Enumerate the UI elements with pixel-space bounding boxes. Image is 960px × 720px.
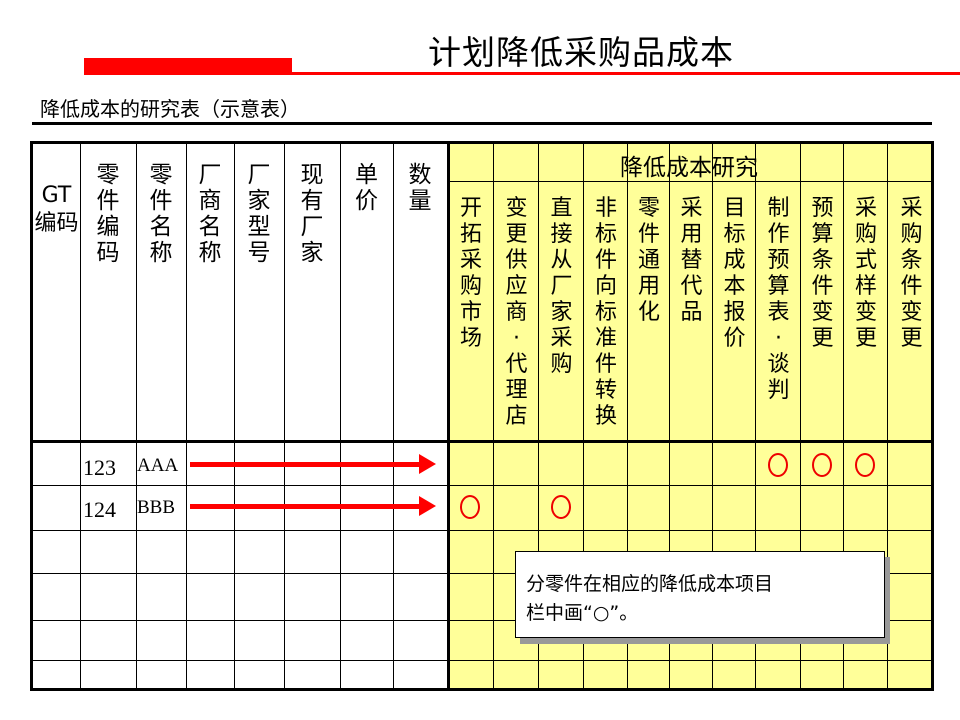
column-divider [583, 144, 584, 688]
column-divider [669, 144, 670, 688]
research-column-header: 非标件向标准件转换 [594, 196, 617, 429]
part-code: 124 [83, 497, 116, 522]
column-header: 零件编码 [96, 162, 120, 266]
row-divider [33, 620, 931, 621]
research-column-header: 直接从厂家采购 [550, 196, 573, 377]
row-divider [33, 485, 931, 486]
column-divider [538, 144, 539, 688]
column-divider [80, 144, 81, 688]
circle-mark-icon [460, 495, 480, 519]
column-divider [800, 144, 801, 688]
research-column-header: 制作预算表·谈判 [767, 196, 790, 403]
column-divider [843, 144, 844, 688]
research-column-header: 采购式样变更 [854, 196, 877, 351]
circle-mark-icon [855, 453, 875, 477]
column-divider [186, 144, 187, 688]
column-divider [712, 144, 713, 688]
column-header: 零件名称 [149, 162, 173, 266]
column-divider [447, 144, 450, 688]
research-column-header: 采购条件变更 [900, 196, 923, 351]
column-header: 数量 [408, 162, 432, 214]
circle-mark-icon [550, 495, 571, 519]
arrow-icon [190, 454, 436, 474]
column-header: 厂家型号 [247, 162, 271, 266]
research-column-header: 预算条件变更 [811, 196, 834, 351]
arrow-icon [190, 496, 436, 516]
column-header: 现有厂家 [300, 162, 324, 266]
column-divider [493, 144, 494, 688]
column-divider [284, 144, 285, 688]
instruction-callout: 分零件在相应的降低成本项目 栏中画“○”。 [515, 551, 885, 638]
part-name: AAA [137, 455, 179, 476]
row-divider [33, 573, 931, 574]
header-divider [33, 440, 931, 443]
callout-line-2: 栏中画“○”。 [526, 602, 639, 624]
row-divider [33, 660, 931, 661]
row-divider [33, 530, 931, 531]
cost-research-table: 降低成本研究 GT编码 零件编码 零件名称 厂商名称 厂家型号 现有厂家 单价 数量开拓采购市… [30, 141, 934, 691]
column-header: GT编码 [34, 183, 79, 236]
circle-mark-icon [767, 453, 788, 477]
research-column-header: 开拓采购市场 [459, 196, 482, 351]
callout-line-1: 分零件在相应的降低成本项目 [526, 573, 774, 595]
column-divider [755, 144, 756, 688]
column-divider [136, 144, 137, 688]
circle-mark-icon [811, 453, 832, 477]
title-red-block [84, 58, 292, 74]
research-column-header: 变更供应商·代理店 [505, 196, 528, 429]
column-divider [234, 144, 235, 688]
subtitle-rule [32, 122, 932, 125]
title-red-rule [84, 72, 960, 75]
column-divider [887, 144, 888, 688]
research-column-header: 采用替代品 [680, 196, 703, 325]
column-divider [393, 144, 394, 688]
page-title: 计划降低采购品成本 [428, 33, 734, 72]
column-header: 厂商名称 [198, 162, 222, 266]
column-divider [340, 144, 341, 688]
part-name: BBB [137, 497, 176, 518]
column-divider [627, 144, 628, 688]
research-column-header: 目标成本报价 [723, 196, 746, 351]
table-subtitle: 降低成本的研究表（示意表） [40, 97, 300, 121]
group-header: 降低成本研究 [620, 155, 758, 181]
group-header-divider [447, 181, 931, 182]
column-header: 单价 [355, 162, 378, 214]
research-column-header: 零件通用化 [637, 196, 660, 325]
part-code: 123 [83, 455, 116, 480]
